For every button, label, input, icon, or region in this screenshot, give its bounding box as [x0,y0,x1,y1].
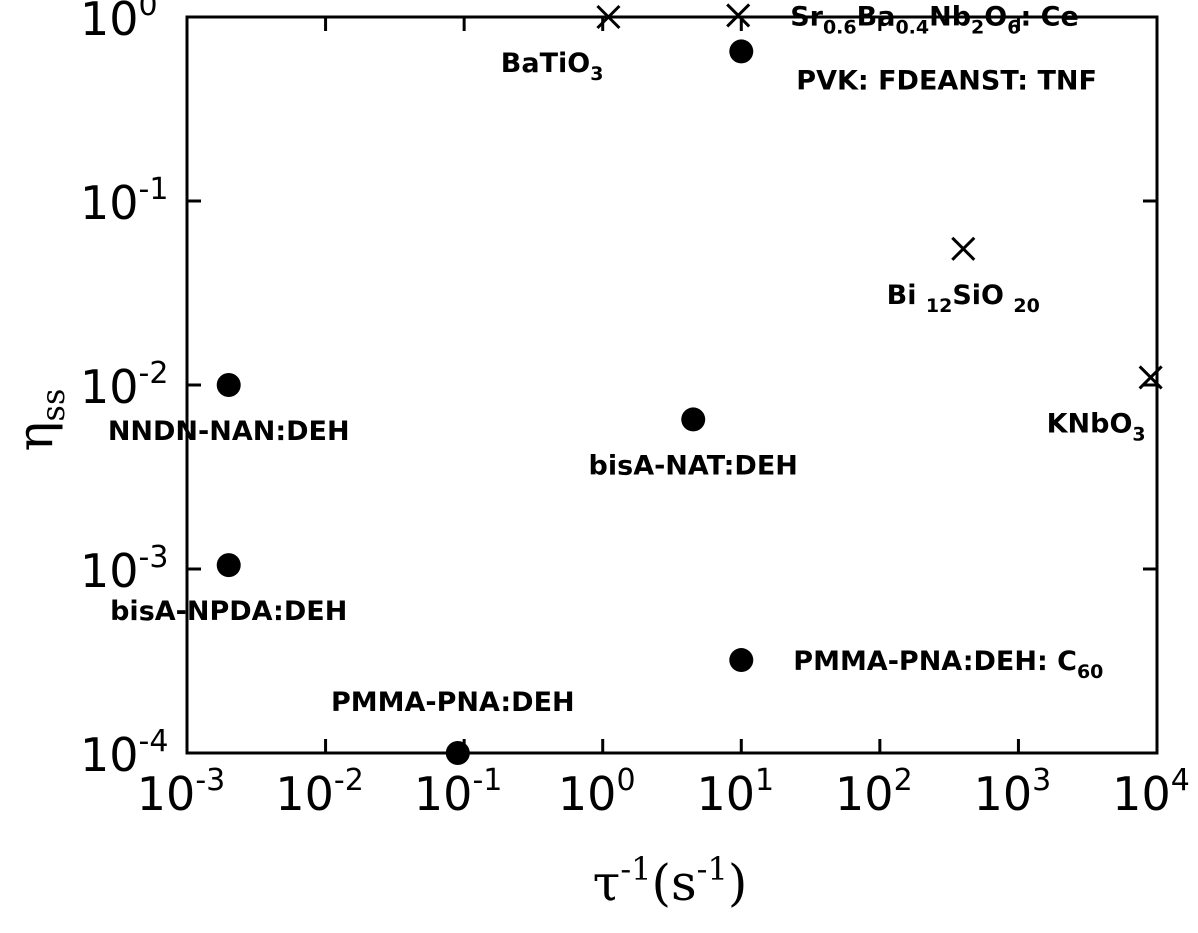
data-point-dot [216,553,241,578]
plot-frame [185,15,1159,755]
data-point-dot [445,741,470,765]
point-label: Bi 12SiO 20 [887,280,1040,317]
x-tick-label: 103 [974,763,1052,821]
x-axis-title: τ-1(s-1) [593,850,748,912]
y-axis-title: ηss [6,389,72,452]
x-tick-label: 104 [1112,763,1190,821]
x-tick-label: 10-3 [137,763,225,821]
point-label: PVK: FDEANST: TNF [796,65,1097,96]
point-label: Sr0.6Ba0.4Nb2O6: Ce [790,1,1079,38]
data-point-cross [1138,365,1163,390]
point-label: NNDN-NAN:DEH [108,416,350,447]
data-points [216,3,1163,765]
x-axis-ticks: 10-3 10-2 10-1 100 101 102 103 104 [137,17,1190,821]
point-label: BaTiO3 [501,48,604,85]
point-label: bisA-NPDA:DEH [110,596,347,627]
data-point-dot [216,373,241,397]
data-point-cross [951,236,976,261]
point-label: PMMA-PNA:DEH [331,687,575,718]
point-label: bisA-NAT:DEH [589,450,798,481]
data-point-dot [681,407,706,432]
data-point-cross [726,3,751,28]
point-label: PMMA-PNA:DEH: C60 [793,646,1103,683]
x-tick-label: 10-1 [414,763,502,821]
data-point-dot [729,648,754,673]
x-tick-label: 102 [835,763,913,821]
data-point-cross [596,4,621,30]
y-tick-label: 10-4 [80,724,168,782]
y-axis-ticks: 100 10-1 10-2 10-3 10-4 [80,0,1157,782]
y-tick-label: 100 [80,0,158,46]
y-tick-label: 10-1 [80,172,168,230]
data-point-dot [729,39,754,64]
x-tick-label: 100 [558,763,636,821]
point-label: KNbO3 [1047,408,1146,445]
x-tick-label: 10-2 [275,763,363,821]
x-tick-label: 101 [696,763,774,821]
point-labels: BaTiO3 Sr0.6Ba0.4Nb2O6: Ce PVK: FDEANST: T… [108,1,1146,718]
y-tick-label: 10-3 [80,540,168,598]
y-tick-label: 10-2 [80,356,168,414]
